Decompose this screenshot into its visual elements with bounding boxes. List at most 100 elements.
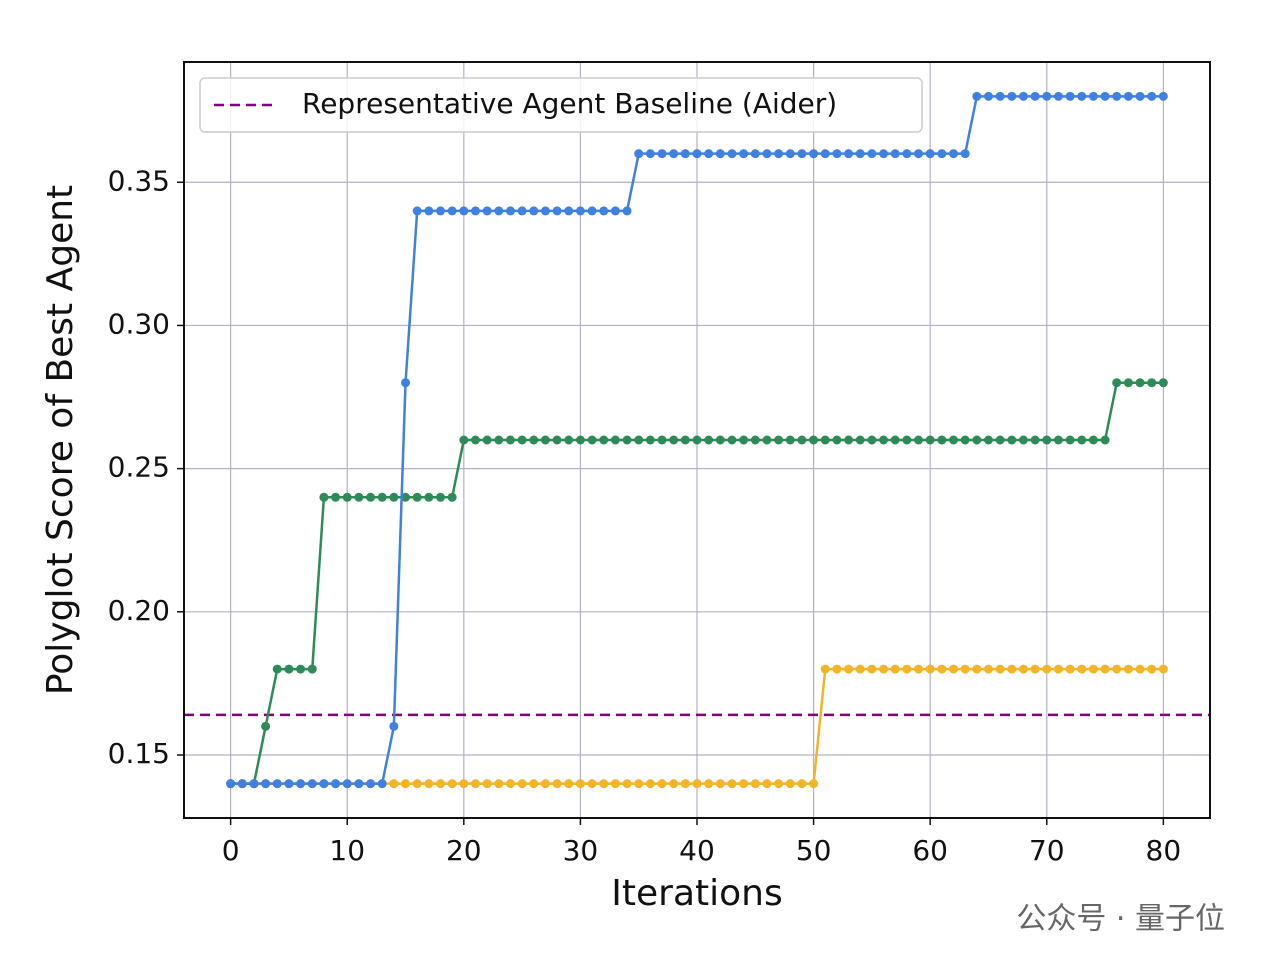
data-point [937, 435, 947, 445]
data-point [727, 779, 737, 789]
data-point [832, 435, 842, 445]
data-point [1135, 664, 1145, 674]
data-point [436, 206, 445, 216]
data-point [587, 435, 597, 445]
data-point [505, 435, 515, 445]
y-tick-label: 0.30 [108, 307, 170, 340]
data-point [727, 149, 737, 159]
data-point [447, 492, 457, 502]
data-point [587, 779, 597, 789]
data-point [1123, 91, 1133, 101]
data-point [540, 206, 550, 216]
data-point [482, 779, 492, 789]
data-point [1030, 664, 1040, 674]
data-point [680, 435, 690, 445]
data-point [774, 149, 784, 159]
data-point [634, 779, 644, 789]
data-point [750, 779, 760, 789]
data-point [447, 779, 457, 789]
data-point [1123, 378, 1133, 388]
data-point [704, 149, 714, 159]
data-point [902, 149, 912, 159]
data-point [949, 664, 958, 674]
data-point [354, 492, 364, 502]
data-point [1158, 378, 1168, 388]
data-point [1065, 435, 1075, 445]
data-point [983, 664, 993, 674]
data-point [774, 435, 784, 445]
y-axis-label: Polyglot Score of Best Agent [40, 185, 81, 695]
x-tick-label: 30 [563, 834, 599, 867]
data-point [226, 779, 236, 789]
data-point [540, 779, 550, 789]
data-point [750, 149, 760, 159]
data-point [470, 206, 480, 216]
data-point [307, 779, 317, 789]
data-point [820, 664, 830, 674]
data-point [902, 435, 912, 445]
data-point [855, 664, 865, 674]
data-point [540, 435, 550, 445]
data-point [470, 779, 480, 789]
data-point [972, 664, 982, 674]
data-point [1088, 664, 1098, 674]
data-point [284, 664, 294, 674]
data-point [925, 149, 935, 159]
data-point [715, 779, 725, 789]
data-point [412, 206, 422, 216]
data-point [657, 435, 667, 445]
data-point [319, 492, 329, 502]
data-point [809, 149, 819, 159]
data-point [995, 91, 1005, 101]
x-tick-label: 10 [329, 834, 365, 867]
data-point [914, 435, 924, 445]
data-point [552, 206, 562, 216]
data-point [785, 435, 795, 445]
data-point [436, 779, 445, 789]
data-point [1088, 91, 1098, 101]
data-point [1053, 664, 1063, 674]
data-point [564, 779, 574, 789]
data-point [1123, 664, 1133, 674]
x-tick-label: 20 [446, 834, 482, 867]
data-point [587, 206, 597, 216]
data-point [494, 206, 504, 216]
data-point [622, 779, 632, 789]
data-point [610, 435, 620, 445]
data-point [844, 149, 854, 159]
data-point [1018, 435, 1028, 445]
data-point [1158, 91, 1168, 101]
data-point [1077, 91, 1087, 101]
data-point [401, 492, 411, 502]
data-point [1018, 91, 1028, 101]
data-point [820, 149, 830, 159]
data-point [517, 779, 527, 789]
data-point [482, 435, 492, 445]
data-point [925, 435, 935, 445]
data-point [890, 664, 900, 674]
data-point [412, 779, 422, 789]
data-point [1147, 664, 1157, 674]
data-point [657, 149, 667, 159]
y-tick-label: 0.20 [108, 594, 170, 627]
data-point [785, 779, 795, 789]
data-point [1077, 435, 1087, 445]
data-point [389, 492, 399, 502]
data-point [727, 435, 737, 445]
data-point [599, 206, 609, 216]
data-point [669, 779, 679, 789]
data-point [715, 149, 725, 159]
data-point [739, 779, 749, 789]
data-point [412, 492, 422, 502]
data-point [552, 779, 562, 789]
data-point [704, 779, 714, 789]
data-point [261, 721, 271, 731]
data-point [1065, 91, 1075, 101]
data-point [610, 206, 620, 216]
data-point [739, 149, 749, 159]
x-tick-label: 80 [1146, 834, 1182, 867]
data-point [389, 779, 399, 789]
data-point [424, 206, 434, 216]
data-point [645, 435, 655, 445]
